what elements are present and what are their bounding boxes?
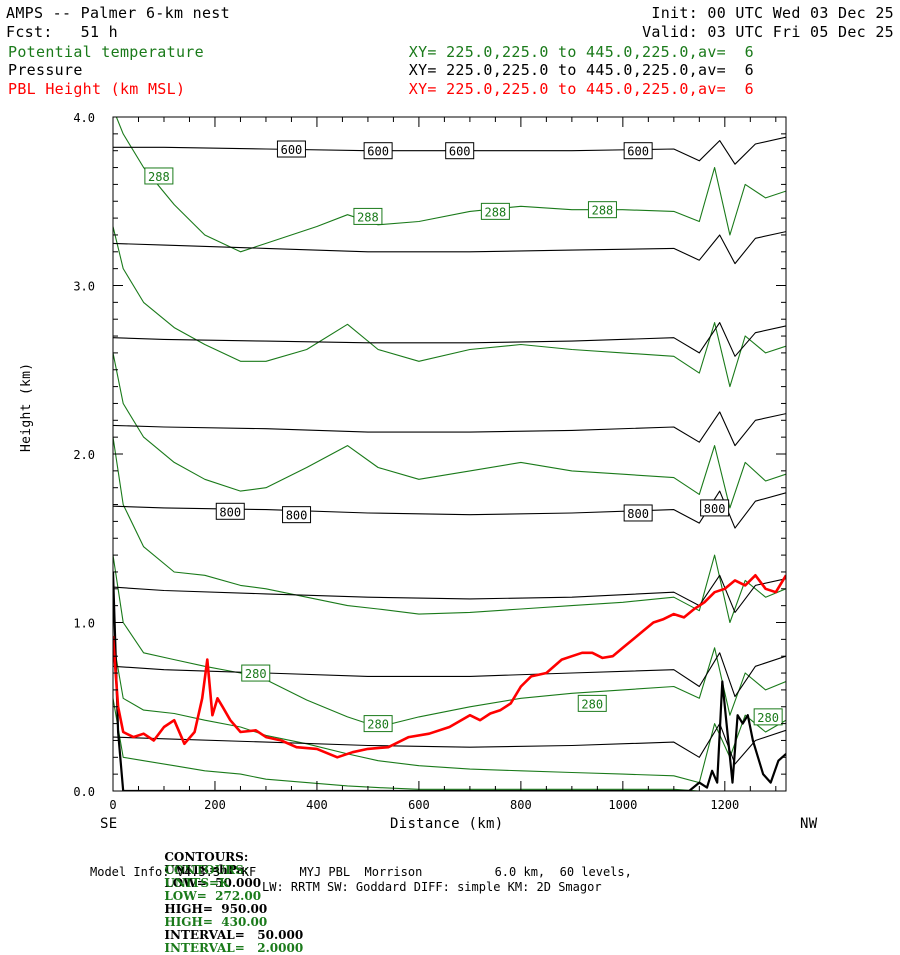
contour-label-text: 288 (148, 170, 170, 184)
x-tick-label: 1200 (710, 798, 739, 812)
field-xy-pbl: XY= 225.0,225.0 to 445.0,225.0,av= 6 (408, 80, 754, 98)
pressure-contour-6 (113, 652, 786, 698)
contour-label-text: 288 (485, 205, 507, 219)
theta-contour-5 (113, 639, 786, 784)
contours-p-prefix: CONTOURS: (164, 850, 249, 864)
contour-label-pressure-2: 600 (445, 142, 475, 160)
contour-label-theta-7: 288 (587, 201, 617, 219)
contour-label-pressure-11: 800 (700, 499, 730, 517)
terrain-line (113, 571, 786, 791)
axis-end-nw: NW (800, 816, 818, 832)
contour-label-text: 800 (704, 502, 726, 516)
pressure-contour-3 (113, 411, 786, 447)
pressure-contour-1 (113, 231, 786, 265)
contour-label-text: 280 (367, 718, 389, 732)
theta-contour-0 (115, 117, 786, 253)
x-tick-label: 200 (204, 798, 226, 812)
contour-label-pressure-10: 800 (623, 504, 653, 522)
contour-label-text: 280 (757, 711, 779, 725)
y-tick-label: 0.0 (73, 785, 95, 799)
field-xy-pressure: XY= 225.0,225.0 to 445.0,225.0,av= 6 (408, 61, 754, 79)
plot-frame (112, 116, 787, 792)
plot-area (113, 117, 786, 791)
pressure-contour-4 (113, 490, 786, 529)
y-tick-label: 1.0 (73, 617, 95, 631)
contour-label-text: 600 (627, 145, 649, 159)
contour-label-theta-5: 288 (353, 207, 383, 225)
pressure-contour-5 (113, 574, 786, 613)
theta-contour-1 (113, 226, 786, 388)
contour-label-text: 280 (581, 697, 603, 711)
contours-t-units: UNITS=K (164, 876, 230, 890)
model-info-physics: LW: RRTM SW: Goddard DIFF: simple KM: 2D… (262, 880, 602, 894)
y-tick-label: 2.0 (73, 448, 95, 462)
contour-label-pressure-1: 600 (363, 142, 393, 160)
valid-time: Valid: 03 UTC Fri 05 Dec 25 (642, 23, 894, 41)
field-name-pbl: PBL Height (km MSL) (8, 80, 186, 98)
y-tick-label: 4.0 (73, 111, 95, 125)
contours-t-high: HIGH= 430.00 (164, 915, 268, 929)
contour-label-pressure-8: 800 (215, 502, 245, 520)
theta-contour-3 (113, 437, 786, 624)
contour-label-theta-4: 288 (144, 167, 174, 185)
init-time: Init: 00 UTC Wed 03 Dec 25 (651, 4, 894, 22)
y-axis-label: Height (km) (19, 362, 34, 452)
model-info: Model Info: V4.3.3 KF MYJ PBL Morrison 6… (90, 865, 632, 879)
contour-label-text: 280 (245, 667, 267, 681)
contours-t-low: LOW= 272.00 (164, 889, 262, 903)
axis-end-se: SE (100, 816, 118, 832)
contours-p-low: LOW= 50.000 (164, 876, 262, 890)
contour-label-theta-6: 288 (480, 202, 510, 220)
x-tick-label: 1000 (608, 798, 637, 812)
contour-label-text: 800 (627, 507, 649, 521)
contour-label-theta-12: 280 (241, 664, 271, 682)
chart-title: AMPS -- Palmer 6-km nest (6, 4, 230, 22)
contours-t-prefix: CONTOURS: (164, 863, 249, 877)
forecast-hour: Fcst: 51 h (6, 23, 118, 41)
x-tick-label: 0 (109, 798, 116, 812)
cross-section-chart: 600 600 600 600 288 288 288 288 800 800 800 800 280 2… (73, 111, 787, 812)
contour-label-text: 288 (592, 204, 614, 218)
field-name-theta: Potential temperature (8, 43, 204, 61)
theta-contour-6 (113, 698, 700, 791)
contour-label-text: 800 (219, 505, 241, 519)
contour-label-text: 600 (449, 145, 471, 159)
y-tick-label: 3.0 (73, 280, 95, 294)
contour-label-text: 288 (357, 210, 379, 224)
contour-label-text: 600 (281, 143, 303, 157)
contour-label-pressure-3: 600 (623, 142, 653, 160)
x-tick-label: 400 (306, 798, 328, 812)
pressure-contour-2 (113, 322, 786, 357)
contour-label-theta-14: 280 (577, 694, 607, 712)
pbl-height-line (113, 574, 786, 759)
contour-label-theta-15: 280 (753, 708, 783, 726)
contours-p-units: UNITS=hPa (164, 863, 245, 877)
contour-label-text: 600 (367, 145, 389, 159)
contour-label-theta-13: 280 (363, 715, 393, 733)
theta-contour-4 (113, 555, 786, 728)
contour-label-pressure-0: 600 (276, 140, 306, 158)
contour-label-pressure-9: 800 (282, 506, 312, 524)
contours-t-interval: INTERVAL= 2.0000 (164, 941, 304, 955)
pressure-contour-0 (113, 136, 786, 165)
field-xy-theta: XY= 225.0,225.0 to 445.0,225.0,av= 6 (408, 43, 754, 61)
x-tick-label: 600 (408, 798, 430, 812)
theta-contour-2 (113, 352, 786, 509)
pressure-contour-7 (113, 723, 786, 765)
field-name-pressure: Pressure (8, 61, 83, 79)
x-axis-label: Distance (km) (390, 816, 504, 832)
contour-label-text: 800 (286, 509, 308, 523)
x-tick-label: 800 (510, 798, 532, 812)
